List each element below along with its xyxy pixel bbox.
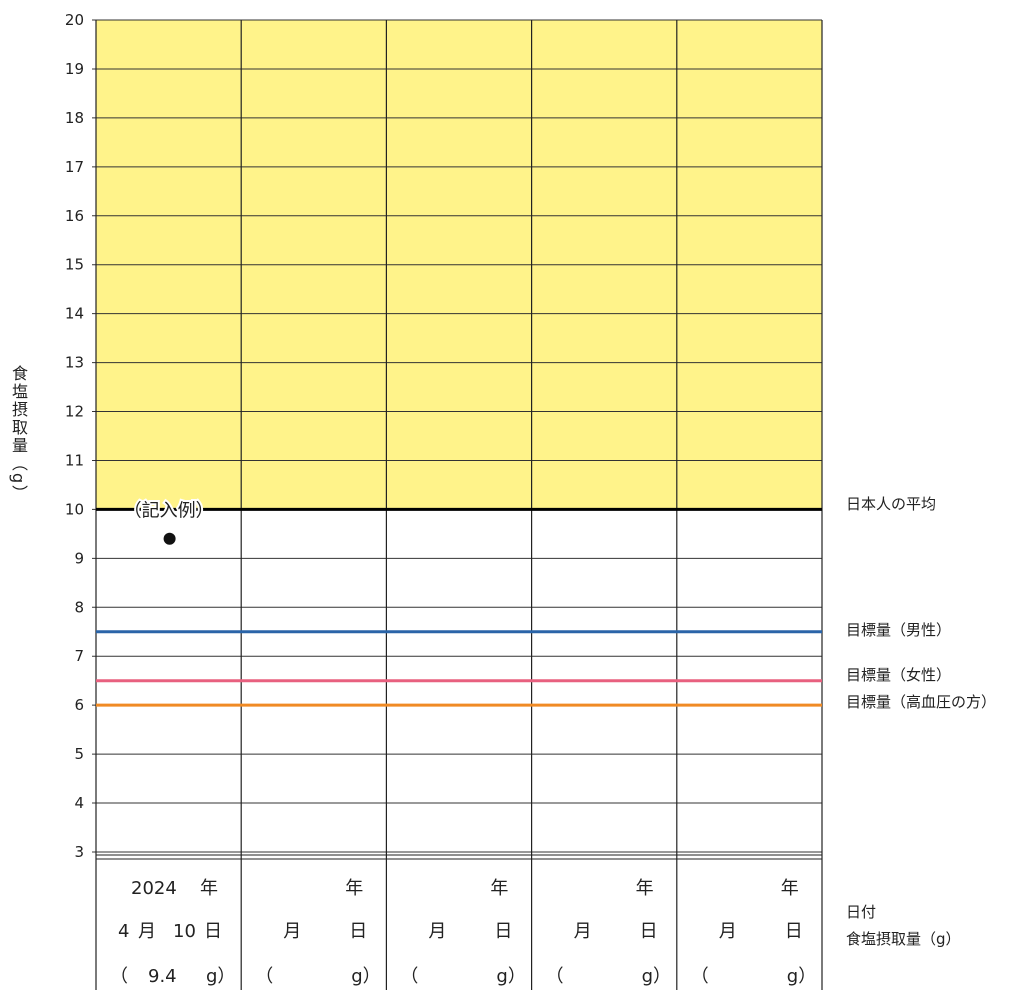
- y-tick-label-6: 6: [74, 696, 84, 714]
- cell-value-0: 9.4: [148, 966, 177, 987]
- reference-label-0: 日本人の平均: [846, 495, 936, 513]
- cell-year-0: 2024: [131, 878, 177, 899]
- cell-year-unit-4: 年: [781, 878, 799, 899]
- cell-close-1: g）: [351, 966, 380, 987]
- cell-close-4: g）: [787, 966, 816, 987]
- y-tick-label-4: 4: [74, 794, 84, 812]
- cell-year-unit-1: 年: [345, 878, 363, 899]
- y-tick-label-17: 17: [65, 158, 84, 176]
- cell-close-0: g）: [206, 966, 235, 987]
- data-point-0: [163, 532, 176, 545]
- y-tick-label-11: 11: [65, 451, 84, 469]
- row-label-intake: 食塩摂取量（g）: [846, 930, 961, 948]
- cell-day-unit-3: 日: [640, 921, 658, 942]
- y-tick-label-9: 9: [74, 549, 84, 567]
- cell-close-2: g）: [496, 966, 525, 987]
- cell-month-unit-3: 月: [574, 921, 592, 942]
- cell-month-unit-4: 月: [719, 921, 737, 942]
- y-tick-label-13: 13: [65, 354, 84, 372]
- cell-day-unit-4: 日: [785, 921, 803, 942]
- y-tick-label-19: 19: [65, 60, 84, 78]
- cell-month-unit-0: 月: [138, 921, 156, 942]
- y-tick-label-7: 7: [74, 647, 84, 665]
- cell-open-2: （: [400, 966, 418, 987]
- cell-close-3: g）: [642, 966, 671, 987]
- y-tick-label-10: 10: [65, 500, 84, 518]
- y-tick-label-18: 18: [65, 109, 84, 127]
- y-tick-label-5: 5: [74, 745, 84, 763]
- cell-day-unit-0: 日: [204, 921, 222, 942]
- cell-day-unit-2: 日: [494, 921, 512, 942]
- y-tick-label-15: 15: [65, 256, 84, 274]
- cell-month-unit-1: 月: [283, 921, 301, 942]
- cell-open-3: （: [546, 966, 564, 987]
- cell-open-1: （: [255, 966, 273, 987]
- row-label-date: 日付: [846, 903, 876, 921]
- y-axis-title: 食塩摂取量（g）: [9, 365, 28, 504]
- cell-year-unit-0: 年: [200, 878, 218, 899]
- cell-month-0: 4: [118, 921, 129, 942]
- cell-year-unit-2: 年: [490, 878, 508, 899]
- cell-month-unit-2: 月: [428, 921, 446, 942]
- y-tick-label-12: 12: [65, 403, 84, 421]
- y-tick-label-20: 20: [65, 11, 84, 29]
- y-tick-label-14: 14: [65, 305, 84, 323]
- y-tick-label-3: 3: [74, 843, 84, 861]
- reference-label-1: 目標量（男性）: [846, 621, 951, 639]
- y-tick-label-16: 16: [65, 207, 84, 225]
- cell-open-4: （: [691, 966, 709, 987]
- cell-day-0: 10: [173, 921, 196, 942]
- cell-open-0: （: [110, 966, 128, 987]
- y-tick-label-8: 8: [74, 598, 84, 616]
- cell-day-unit-1: 日: [349, 921, 367, 942]
- example-label: （記入例）: [124, 500, 214, 521]
- reference-label-3: 目標量（高血圧の方）: [846, 693, 996, 711]
- cell-year-unit-3: 年: [636, 878, 654, 899]
- reference-label-2: 目標量（女性）: [846, 666, 951, 684]
